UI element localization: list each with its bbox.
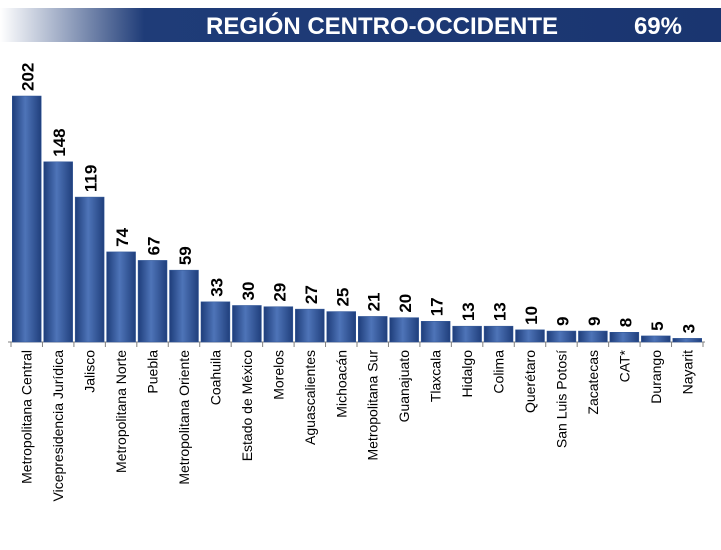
data-label: 3 — [679, 324, 698, 333]
bar — [546, 330, 577, 343]
data-label: 30 — [239, 282, 258, 301]
x-tick-label: Hidalgo — [459, 350, 475, 398]
data-label: 9 — [553, 317, 572, 326]
bar — [74, 196, 105, 343]
bar — [232, 305, 262, 343]
bar — [358, 316, 388, 343]
x-tick-label: Jalisco — [82, 350, 98, 393]
title-banner — [0, 8, 721, 42]
data-label: 29 — [270, 283, 289, 302]
data-label: 148 — [50, 128, 69, 156]
bar — [483, 325, 514, 343]
bar — [641, 335, 671, 343]
bar — [169, 269, 199, 343]
x-tick-label: Puebla — [145, 350, 161, 394]
data-label: 20 — [396, 294, 415, 313]
data-label: 25 — [333, 288, 352, 307]
bar — [263, 306, 294, 343]
bar — [326, 311, 356, 343]
x-tick-label: Morelos — [270, 350, 286, 400]
data-label: 17 — [428, 297, 447, 316]
annotation: 69% — [634, 13, 682, 40]
data-label: 13 — [491, 302, 510, 321]
x-tick-label: Tlaxcala — [428, 350, 444, 402]
bar — [578, 330, 608, 343]
data-label: 59 — [176, 246, 195, 265]
bar — [515, 329, 545, 343]
x-tick-label: Vicepresidencia Jurídica — [50, 350, 66, 502]
data-label: 5 — [648, 321, 667, 330]
data-label: 8 — [616, 318, 635, 327]
data-label: 67 — [145, 236, 164, 255]
bar — [137, 260, 168, 343]
bar — [200, 301, 231, 343]
data-label: 33 — [207, 278, 226, 297]
bar — [106, 251, 136, 343]
bar — [672, 338, 702, 343]
x-tick-label: Guanajuato — [396, 350, 412, 423]
x-tick-label: San Luis Potosí — [553, 350, 569, 448]
data-label: 74 — [113, 227, 132, 246]
data-label: 9 — [585, 317, 604, 326]
x-tick-label: Metropolitana Central — [19, 350, 35, 484]
chart-title: REGIÓN CENTRO-OCCIDENTE — [206, 12, 558, 40]
x-tick-label: Coahuila — [207, 350, 223, 405]
x-tick-label: Querétaro — [522, 350, 538, 413]
x-tick-label: Colima — [491, 350, 507, 394]
bar — [295, 308, 325, 343]
x-tick-label: Durango — [648, 350, 664, 404]
bar — [609, 332, 640, 343]
x-tick-label: Metropolitana Sur — [365, 350, 381, 461]
data-label: 202 — [19, 63, 38, 91]
data-label: 27 — [302, 285, 321, 304]
x-tick-label: Michoacán — [333, 350, 349, 418]
x-tick-label: Zacatecas — [585, 350, 601, 415]
data-label: 119 — [82, 165, 101, 192]
x-tick-label: Aguascalientes — [302, 350, 318, 445]
bar — [43, 161, 73, 343]
x-tick-label: Estado de México — [239, 350, 255, 461]
x-tick-label: Metropolitana Norte — [113, 350, 129, 473]
bar — [452, 325, 482, 343]
data-label: 13 — [459, 302, 478, 321]
x-tick-label: CAT* — [616, 349, 632, 382]
bar — [12, 95, 42, 343]
x-tick-label: Nayarit — [679, 350, 695, 394]
data-label: 21 — [365, 293, 384, 312]
x-tick-label: Metropolitana Oriente — [176, 350, 192, 485]
bar — [389, 317, 419, 343]
bar — [420, 321, 451, 343]
data-label: 10 — [522, 306, 541, 325]
